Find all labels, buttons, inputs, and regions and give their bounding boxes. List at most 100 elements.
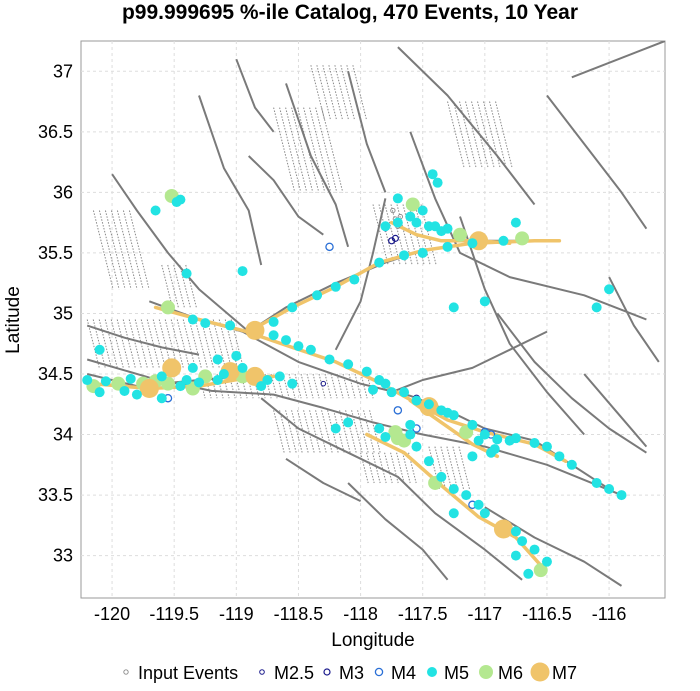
legend-marker (259, 669, 265, 675)
event-marker (268, 316, 279, 327)
hatch-line (336, 373, 344, 399)
x-tick-label: -118 (343, 604, 378, 624)
event-marker (325, 242, 334, 252)
hatch-line (146, 319, 160, 369)
hatch-line (345, 410, 357, 453)
hatch-line (206, 319, 220, 369)
legend-item: M7 (530, 662, 577, 683)
hatch-line (134, 319, 148, 369)
hatch-line (348, 373, 356, 399)
event-marker (386, 387, 397, 398)
hatch-line (321, 107, 344, 193)
hatch-line (321, 410, 333, 453)
event-marker (94, 344, 105, 355)
legend-marker (479, 665, 493, 679)
event-marker (423, 399, 434, 410)
legend-item: M4 (374, 663, 416, 683)
event-marker (287, 378, 298, 389)
event-marker (510, 526, 521, 537)
event-marker (237, 266, 248, 277)
fault-trace (496, 312, 647, 454)
event-marker (274, 371, 285, 382)
hatch-line (322, 65, 337, 120)
y-tick-label: 34 (53, 425, 73, 445)
event-marker (479, 508, 490, 519)
event-marker (349, 274, 360, 285)
legend-item: Input Events (123, 663, 238, 683)
fault-trace (571, 41, 665, 79)
event-marker (467, 451, 478, 462)
event-marker (312, 290, 323, 301)
hatch-line (285, 107, 308, 193)
hatch-line (408, 452, 417, 484)
fault-trace (546, 94, 648, 230)
event-marker (392, 193, 403, 204)
hatch-line (459, 101, 477, 169)
event-marker (423, 456, 434, 467)
hatch-line (477, 101, 495, 169)
legend-label: M6 (498, 663, 523, 683)
hatch-line (158, 319, 172, 369)
x-tick-label: -116 (592, 604, 627, 624)
legend-item: M2.5 (259, 663, 314, 683)
hatch-line (86, 319, 100, 369)
hatch-line (369, 410, 381, 453)
event-marker (448, 302, 459, 313)
x-tick-label: -120 (94, 604, 130, 624)
legend-label: M7 (552, 663, 577, 683)
event-marker (467, 238, 478, 249)
event-marker (100, 376, 111, 387)
hatch-line (161, 264, 173, 308)
event-marker (493, 519, 513, 539)
hatch-line (188, 319, 202, 369)
legend-marker (374, 667, 384, 677)
event-marker (504, 435, 515, 446)
event-marker (131, 389, 142, 400)
event-marker (391, 234, 399, 242)
hatch-line (128, 319, 142, 369)
x-tick-label: -119.5 (149, 604, 199, 624)
hatch-line (179, 264, 191, 308)
event-marker (374, 423, 385, 434)
hatch-line (334, 65, 349, 120)
event-marker (212, 375, 223, 386)
event-marker (94, 387, 105, 398)
event-marker (268, 330, 279, 341)
legend-item: M3 (323, 663, 364, 683)
hatch-line (200, 319, 214, 369)
event-marker (523, 568, 534, 579)
hatch-line (495, 101, 513, 169)
rupture-trace (389, 220, 512, 245)
event-marker (393, 406, 403, 415)
event-marker (616, 490, 627, 501)
fault-trace (111, 173, 250, 333)
dotted-fault-zone (360, 452, 417, 484)
hatch-line (224, 319, 238, 369)
hatch-line (440, 446, 452, 490)
event-marker (473, 499, 484, 510)
event-marker (231, 350, 242, 361)
hatch-line (489, 101, 507, 169)
event-marker (405, 419, 416, 430)
legend-label: Input Events (138, 663, 238, 683)
event-marker (305, 344, 316, 355)
event-marker (479, 429, 490, 440)
hatch-line (110, 319, 124, 369)
event-marker (245, 320, 265, 340)
event-marker (411, 395, 422, 406)
event-marker (162, 358, 182, 378)
x-tick-label: -118.5 (274, 604, 324, 624)
legend-marker (427, 667, 437, 677)
hatch-line (212, 319, 226, 369)
event-marker (225, 320, 236, 331)
event-marker (320, 380, 327, 387)
hatch-line (291, 410, 303, 453)
event-marker (473, 435, 484, 446)
hatch-line (309, 107, 332, 193)
y-axis-title: Latitude (3, 286, 24, 354)
event-marker (200, 318, 211, 329)
event-marker (432, 177, 443, 188)
y-tick-label: 35 (53, 303, 73, 323)
hatch-line (372, 452, 381, 484)
